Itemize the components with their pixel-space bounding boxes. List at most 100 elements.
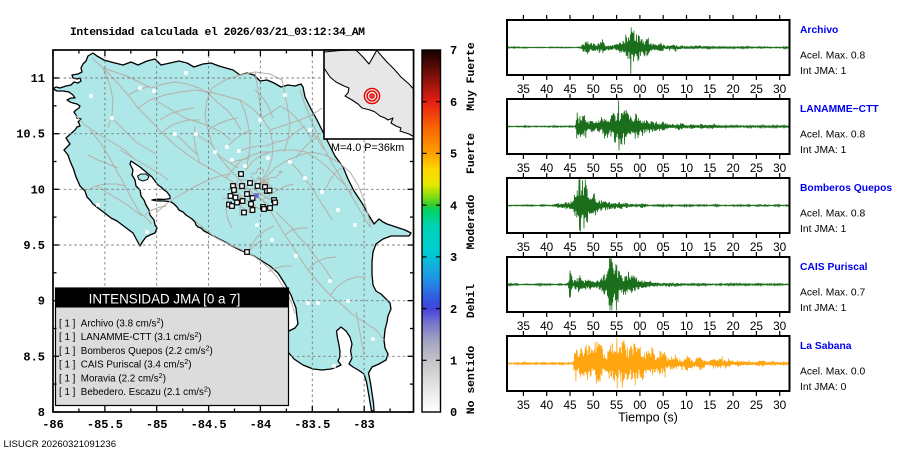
svg-text:40: 40 — [540, 319, 554, 333]
svg-text:40: 40 — [540, 161, 554, 175]
svg-text:Muy Fuerte: Muy Fuerte — [466, 42, 478, 111]
svg-text:20: 20 — [727, 82, 741, 96]
svg-text:3: 3 — [450, 251, 457, 265]
svg-text:10.5: 10.5 — [16, 128, 45, 142]
svg-text:CAIS Puriscal: CAIS Puriscal — [800, 262, 868, 273]
svg-text:40: 40 — [540, 240, 554, 254]
svg-text:10: 10 — [680, 82, 694, 96]
svg-text:Acel. Max. 0.0: Acel. Max. 0.0 — [800, 367, 866, 378]
svg-text:15: 15 — [703, 319, 717, 333]
svg-text:9: 9 — [38, 295, 45, 309]
svg-text:30: 30 — [773, 398, 787, 412]
svg-text:45: 45 — [563, 240, 577, 254]
svg-text:55: 55 — [610, 161, 624, 175]
svg-text:10: 10 — [680, 240, 694, 254]
svg-text:2: 2 — [450, 303, 457, 317]
svg-text:Int JMA: 1: Int JMA: 1 — [800, 145, 847, 156]
svg-text:50: 50 — [587, 240, 601, 254]
svg-text:50: 50 — [587, 319, 601, 333]
svg-text:9.5: 9.5 — [23, 239, 45, 253]
svg-text:7: 7 — [450, 44, 457, 58]
svg-text:05: 05 — [657, 319, 671, 333]
svg-text:Acel. Max. 0.7: Acel. Max. 0.7 — [800, 288, 866, 299]
svg-text:00: 00 — [633, 240, 647, 254]
svg-text:25: 25 — [750, 319, 764, 333]
svg-text:00: 00 — [633, 398, 647, 412]
svg-text:25: 25 — [750, 82, 764, 96]
svg-text:Bomberos Quepos: Bomberos Quepos — [800, 183, 892, 194]
svg-text:-83: -83 — [353, 418, 375, 432]
svg-text:00: 00 — [633, 319, 647, 333]
svg-text:05: 05 — [657, 240, 671, 254]
svg-text:55: 55 — [610, 319, 624, 333]
svg-text:45: 45 — [563, 319, 577, 333]
svg-text:35: 35 — [517, 398, 531, 412]
svg-text:00: 00 — [633, 82, 647, 96]
svg-text:4: 4 — [450, 199, 457, 213]
svg-text:Archivo: Archivo — [800, 25, 838, 36]
svg-text:Int JMA: 1: Int JMA: 1 — [800, 303, 847, 314]
svg-text:11: 11 — [31, 72, 45, 86]
svg-text:LANAMME−CTT: LANAMME−CTT — [800, 104, 879, 115]
svg-text:5: 5 — [450, 148, 457, 162]
svg-text:30: 30 — [773, 82, 787, 96]
svg-text:55: 55 — [610, 398, 624, 412]
svg-text:Moderado: Moderado — [466, 194, 478, 249]
svg-text:Int JMA: 0: Int JMA: 0 — [800, 382, 847, 393]
svg-text:[ 1 ] Archivo (3.8 cm/s2): [ 1 ] Archivo (3.8 cm/s2) — [59, 316, 164, 329]
svg-text:35: 35 — [517, 161, 531, 175]
svg-text:45: 45 — [563, 398, 577, 412]
svg-text:20: 20 — [727, 161, 741, 175]
svg-text:20: 20 — [727, 319, 741, 333]
svg-text:35: 35 — [517, 240, 531, 254]
svg-text:8.5: 8.5 — [23, 350, 45, 364]
svg-text:INTENSIDAD JMA [0 a 7]: INTENSIDAD JMA [0 a 7] — [89, 292, 241, 307]
svg-text:35: 35 — [517, 82, 531, 96]
svg-text:La Sabana: La Sabana — [800, 341, 852, 352]
svg-text:M=4.0 P=36km: M=4.0 P=36km — [331, 142, 404, 154]
svg-text:-86: -86 — [42, 418, 64, 432]
svg-text:40: 40 — [540, 82, 554, 96]
svg-text:[ 1 ] CAIS Puriscal (3.4 cm/s: [ 1 ] CAIS Puriscal (3.4 cm/s2) — [59, 357, 192, 370]
svg-text:30: 30 — [773, 319, 787, 333]
svg-text:15: 15 — [703, 82, 717, 96]
svg-text:-85.5: -85.5 — [87, 418, 123, 432]
svg-text:25: 25 — [750, 240, 764, 254]
svg-text:50: 50 — [587, 82, 601, 96]
svg-text:55: 55 — [610, 82, 624, 96]
svg-text:25: 25 — [750, 398, 764, 412]
svg-text:Int JMA: 1: Int JMA: 1 — [800, 66, 847, 77]
svg-text:50: 50 — [587, 161, 601, 175]
svg-text:Intensidad calculada el 2026/0: Intensidad calculada el 2026/03/21_03:12… — [70, 27, 365, 39]
svg-text:20: 20 — [727, 240, 741, 254]
svg-text:[ 1 ] Moravia (2.2 cm/s2): [ 1 ] Moravia (2.2 cm/s2) — [59, 371, 166, 384]
svg-text:45: 45 — [563, 82, 577, 96]
svg-text:10: 10 — [31, 183, 45, 197]
svg-text:20: 20 — [727, 398, 741, 412]
svg-text:[ 1 ] Bebedero. Escazu (2.1 c: [ 1 ] Bebedero. Escazu (2.1 cm/s2) — [59, 385, 211, 398]
svg-text:No sentido: No sentido — [466, 346, 478, 415]
svg-text:-84: -84 — [250, 418, 272, 432]
svg-text:Int JMA: 1: Int JMA: 1 — [800, 224, 847, 235]
svg-text:25: 25 — [750, 161, 764, 175]
svg-text:15: 15 — [703, 240, 717, 254]
svg-text:1: 1 — [450, 355, 457, 369]
svg-text:Fuerte: Fuerte — [466, 133, 478, 174]
svg-text:10: 10 — [680, 161, 694, 175]
svg-text:10: 10 — [680, 398, 694, 412]
svg-text:Debil: Debil — [466, 284, 478, 318]
svg-text:-85: -85 — [146, 418, 168, 432]
svg-text:8: 8 — [38, 406, 45, 420]
svg-text:-84.5: -84.5 — [191, 418, 227, 432]
svg-text:15: 15 — [703, 398, 717, 412]
svg-text:45: 45 — [563, 161, 577, 175]
svg-text:[ 1 ] Bomberos Quepos (2.2 cm: [ 1 ] Bomberos Quepos (2.2 cm/s2) — [59, 344, 213, 357]
svg-text:05: 05 — [657, 82, 671, 96]
svg-text:30: 30 — [773, 161, 787, 175]
svg-text:15: 15 — [703, 161, 717, 175]
svg-text:05: 05 — [657, 161, 671, 175]
svg-text:6: 6 — [450, 96, 457, 110]
svg-text:10: 10 — [680, 319, 694, 333]
svg-text:LISUCR 20260321091236: LISUCR 20260321091236 — [4, 439, 117, 450]
svg-text:40: 40 — [540, 398, 554, 412]
